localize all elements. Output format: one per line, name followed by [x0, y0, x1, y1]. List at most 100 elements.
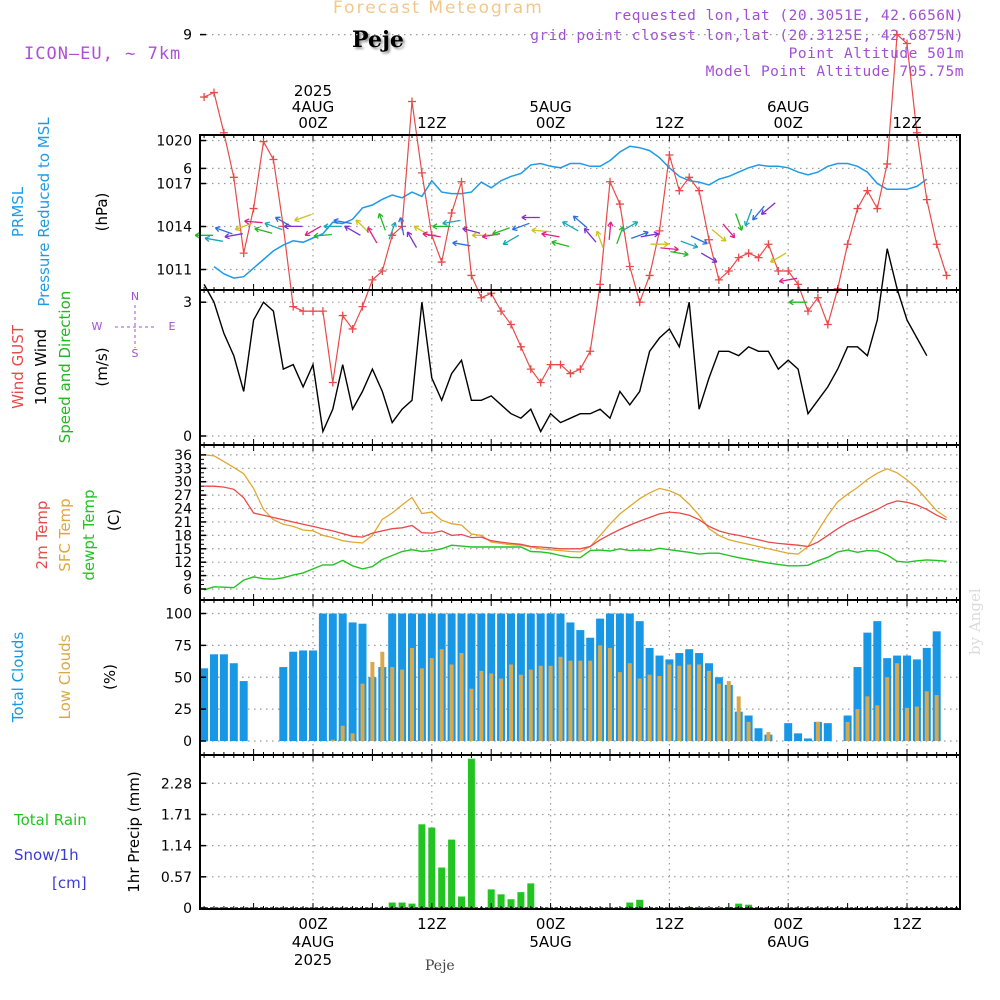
gust-marker — [665, 151, 674, 160]
y-tick-label: 33 — [174, 461, 192, 477]
wind-arrow — [680, 240, 698, 248]
wind-arrow — [722, 223, 736, 239]
gust-marker — [843, 240, 852, 249]
gust-marker — [744, 249, 753, 258]
wind-arrow-head — [521, 214, 527, 221]
low-cloud-bar — [687, 664, 692, 741]
low-cloud-bar — [578, 660, 583, 741]
gust-marker — [724, 266, 733, 275]
time-label-bottom: 00Z — [774, 915, 803, 933]
gust-marker — [932, 240, 941, 249]
low-cloud-bar — [588, 660, 593, 741]
gust-marker — [606, 177, 614, 186]
wind-arrow-head — [355, 219, 362, 226]
wind-arrow-head — [333, 217, 339, 225]
total-cloud-bar — [794, 733, 803, 741]
gust-marker — [714, 275, 723, 284]
rain-bar — [487, 889, 495, 908]
low-cloud-bar — [608, 647, 612, 741]
total-cloud-bar — [932, 631, 941, 741]
gust-marker — [903, 39, 911, 48]
low-cloud-bar — [716, 683, 721, 741]
time-label-bottom: 00Z — [298, 915, 327, 933]
low-cloud-bar — [518, 674, 523, 741]
wind-arrow-head — [390, 221, 397, 228]
low-cloud-bar — [548, 665, 553, 741]
gust-marker — [437, 258, 446, 267]
wind-arrow — [734, 213, 743, 231]
pressure-label-1: PRMSL — [9, 186, 27, 237]
total-cloud-bar — [229, 663, 238, 741]
y-tick-label: 0 — [183, 734, 192, 750]
wind-arrow — [215, 227, 233, 235]
dewpt-line — [203, 544, 947, 591]
gust-marker — [526, 365, 535, 374]
total-cloud-bar — [804, 738, 812, 741]
time-label-bottom: 12Z — [655, 915, 684, 933]
time-label-top: 00Z — [298, 114, 327, 132]
wind-arrow-head — [502, 239, 509, 245]
gust-marker — [586, 347, 595, 356]
snow-label: Snow/1h — [14, 846, 79, 864]
low-cloud-bar — [340, 725, 345, 741]
rain-bar — [626, 902, 634, 908]
gust-marker — [813, 293, 822, 302]
wind-arrow-head — [304, 230, 311, 237]
wind-arrow-head — [283, 223, 289, 230]
total-cloud-bar — [497, 613, 506, 741]
low-cloud-bar — [647, 674, 652, 741]
total-cloud-bar — [348, 622, 357, 741]
low-cloud-bar — [677, 665, 682, 741]
low-cloud-bar — [617, 672, 622, 741]
wind-arrow — [399, 217, 405, 236]
gust-marker — [358, 302, 367, 311]
panel-frame — [199, 754, 961, 910]
gust-marker — [705, 235, 713, 244]
wind-arrow-head — [481, 233, 488, 240]
wind-arrow — [660, 247, 679, 251]
total-cloud-bar — [467, 613, 476, 741]
wind-arrow — [770, 252, 787, 263]
temp-2m-label: 2m Temp — [33, 501, 51, 570]
rain-label: Total Rain — [13, 811, 87, 829]
y-tick-label: 6 — [183, 582, 192, 598]
low-cloud-bar — [350, 733, 355, 741]
wind-arrow — [462, 227, 481, 234]
wind-arrow — [244, 220, 263, 224]
rain-bar — [408, 903, 416, 908]
panel-frames — [199, 33, 961, 910]
low-cloud-bar — [865, 696, 870, 741]
time-label-top: 12Z — [417, 114, 446, 132]
wind-arrow — [583, 227, 597, 243]
wind-gust-label: Wind GUST — [9, 324, 27, 409]
wind-arrow-head — [595, 230, 602, 237]
total-cloud-bar — [318, 613, 327, 741]
wind-arrow-head — [788, 299, 794, 306]
snow-unit-label: [cm] — [52, 874, 87, 892]
wind-arrow — [406, 231, 418, 248]
total-cloud-bar — [873, 621, 882, 741]
low-cloud-bar — [657, 675, 662, 741]
wind-arrow — [452, 242, 471, 247]
gust-marker — [338, 311, 347, 320]
wind-arrow — [367, 227, 378, 244]
total-cloud-bar — [784, 723, 793, 741]
wind-arrow-head — [254, 226, 260, 233]
total-cloud-bar — [309, 650, 317, 741]
wind-arrow-head — [398, 217, 405, 223]
y-tick-label: 0 — [183, 901, 192, 917]
wind-arrow-head — [663, 241, 669, 248]
low-cloud-bar — [766, 732, 771, 741]
gust-marker — [309, 307, 317, 316]
wind-arrow — [690, 235, 708, 245]
total-cloud-bar — [210, 654, 218, 741]
time-label-top: 5AUG — [529, 98, 571, 116]
gust-marker — [536, 378, 545, 387]
time-label-top: 12Z — [655, 114, 684, 132]
gust-marker — [675, 186, 684, 195]
low-cloud-bar — [429, 658, 434, 741]
low-cloud-bar — [895, 663, 900, 741]
wind-gust-line — [203, 33, 948, 384]
y-tick-label: 9 — [183, 28, 192, 44]
rain-bar — [467, 758, 475, 908]
